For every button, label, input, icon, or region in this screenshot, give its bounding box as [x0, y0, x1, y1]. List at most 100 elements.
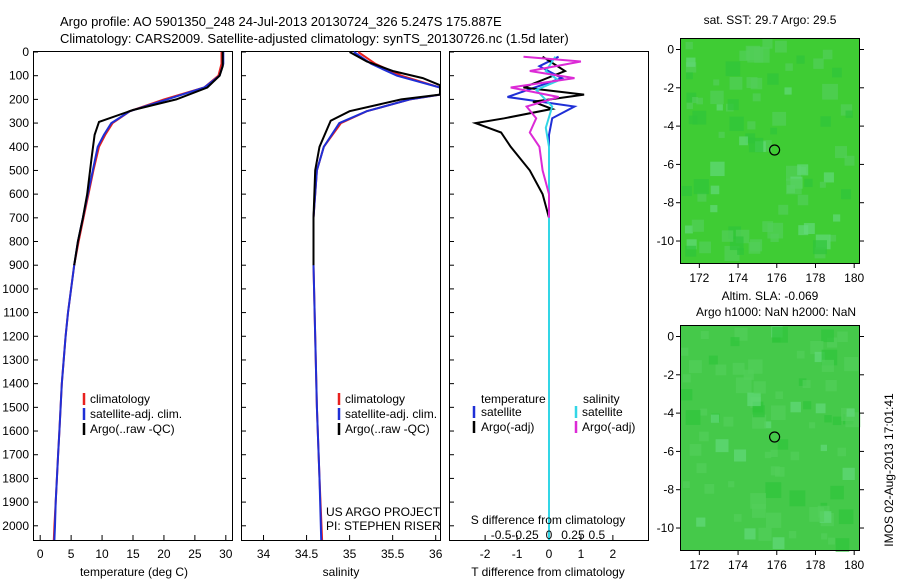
- ytick-label: 1300: [2, 353, 29, 367]
- map-cell: [752, 414, 767, 429]
- map-cell: [827, 337, 838, 348]
- temperature-plot-frame: [33, 51, 233, 541]
- map-cell: [844, 155, 855, 166]
- map-cell: [775, 391, 783, 400]
- ytick-label: 1000: [2, 282, 29, 296]
- map-cell: [728, 481, 735, 488]
- map-cell: [810, 340, 824, 355]
- map-cell: [682, 374, 691, 383]
- map-cell: [688, 360, 702, 374]
- map-cell: [814, 351, 825, 363]
- series-line-s-satellite: [534, 56, 561, 540]
- map-cell: [835, 146, 848, 159]
- map-cell: [747, 392, 761, 407]
- ytick-label: 700: [9, 211, 29, 225]
- map-ytick-label: 0: [667, 329, 674, 343]
- map-cell: [837, 331, 848, 343]
- ytick-label: 1100: [3, 306, 29, 320]
- map-cell: [809, 507, 825, 522]
- sla-map-subtitle: Argo h1000: NaN h2000: NaN: [696, 305, 856, 319]
- map-cell: [729, 76, 743, 90]
- top-xtick-label: -0.25: [511, 528, 539, 542]
- series-line-satellite-adj-clim-: [53, 52, 225, 541]
- map-cell: [770, 405, 786, 421]
- map-frame: [680, 325, 860, 551]
- map-cell: [802, 380, 811, 389]
- map-cell: [838, 509, 854, 525]
- map-cell: [729, 236, 744, 251]
- map-cell: [692, 96, 699, 104]
- xtick-label: 36: [429, 547, 443, 561]
- map-cell: [841, 189, 852, 200]
- ytick-label: 100: [9, 69, 29, 83]
- salinity-plot: 34 34.5 35 35.5 36: [242, 51, 443, 561]
- map-cell: [685, 245, 697, 257]
- figure-title-line2: Climatology: CARS2009. Satellite-adjuste…: [60, 31, 569, 46]
- map-cell: [820, 444, 828, 452]
- legend-label-s-argo: Argo(-adj): [582, 420, 635, 434]
- legend-label-satellite: satellite-adj. clim.: [345, 407, 437, 421]
- xtick-label: 35.5: [381, 547, 405, 561]
- map-cell: [723, 416, 734, 427]
- map-cell: [700, 331, 709, 340]
- map-frame: [680, 38, 860, 264]
- map-ytick-label: -8: [663, 196, 674, 210]
- legend-label-climatology: climatology: [90, 392, 150, 406]
- map-cell: [765, 512, 782, 528]
- ytick-label: 1500: [2, 400, 29, 414]
- map-cell: [718, 131, 725, 138]
- temperature-legend: climatology satellite-adj. clim. Argo(..…: [82, 392, 182, 436]
- map-xtick-label: 174: [728, 558, 748, 572]
- map-xtick-label: 172: [689, 558, 709, 572]
- map-cell: [696, 463, 707, 474]
- map-cell: [797, 194, 809, 206]
- map-ytick-label: -2: [663, 368, 674, 382]
- map-cell: [681, 185, 692, 197]
- map-cell: [812, 240, 827, 255]
- map-cell: [796, 350, 805, 359]
- map-cell: [750, 493, 767, 509]
- map-cell: [796, 55, 805, 64]
- map-xtick-label: 176: [767, 558, 787, 572]
- map-cell: [681, 389, 693, 401]
- ytick-label: 2000: [2, 519, 29, 533]
- map-cell: [760, 140, 772, 152]
- map-xtick-label: 180: [844, 271, 864, 285]
- map-cell: [685, 62, 697, 73]
- xtick-label: 2: [610, 547, 617, 561]
- series-line-t-satellite: [507, 55, 578, 540]
- map-cell: [832, 67, 842, 78]
- map-cell: [844, 357, 859, 372]
- ytick-label: 300: [9, 116, 29, 130]
- map-xtick-label: 178: [805, 558, 825, 572]
- legend-label-t-argo: Argo(-adj): [481, 420, 534, 434]
- sla-map-title: Altim. SLA: -0.069: [722, 289, 819, 303]
- map-ytick-label: -10: [657, 234, 675, 248]
- map-cell: [753, 381, 766, 394]
- map-cell: [730, 337, 740, 347]
- legend-label-climatology: climatology: [345, 392, 405, 406]
- map-cell: [704, 483, 715, 494]
- map-cell: [833, 214, 841, 222]
- xtick-label: -2: [480, 547, 491, 561]
- argo-position-marker: [768, 431, 781, 443]
- map-ytick-label: 0: [667, 42, 674, 56]
- difference-plot: -2 -1 0 1 2 -0.5 -0.25 0 0.25 0.5: [450, 51, 617, 561]
- map-cell: [777, 439, 789, 450]
- map-cell: [739, 50, 750, 61]
- temperature-plot: 0100200300400500600700800900100011001200…: [2, 45, 233, 561]
- map-cell: [767, 73, 779, 85]
- map-cell: [697, 192, 707, 202]
- series-line-climatology: [312, 51, 441, 541]
- map-cell: [830, 485, 844, 500]
- map-cell: [693, 179, 709, 195]
- map-cell: [685, 41, 693, 50]
- map-cell: [798, 225, 809, 236]
- map-cell: [748, 242, 761, 254]
- map-cell: [710, 161, 725, 177]
- map-cell: [846, 408, 855, 417]
- series-line-satellite-adj-clim-: [312, 51, 441, 541]
- xtick-label: 34.5: [295, 547, 319, 561]
- map-xtick-label: 176: [767, 271, 787, 285]
- map-cell: [737, 248, 744, 255]
